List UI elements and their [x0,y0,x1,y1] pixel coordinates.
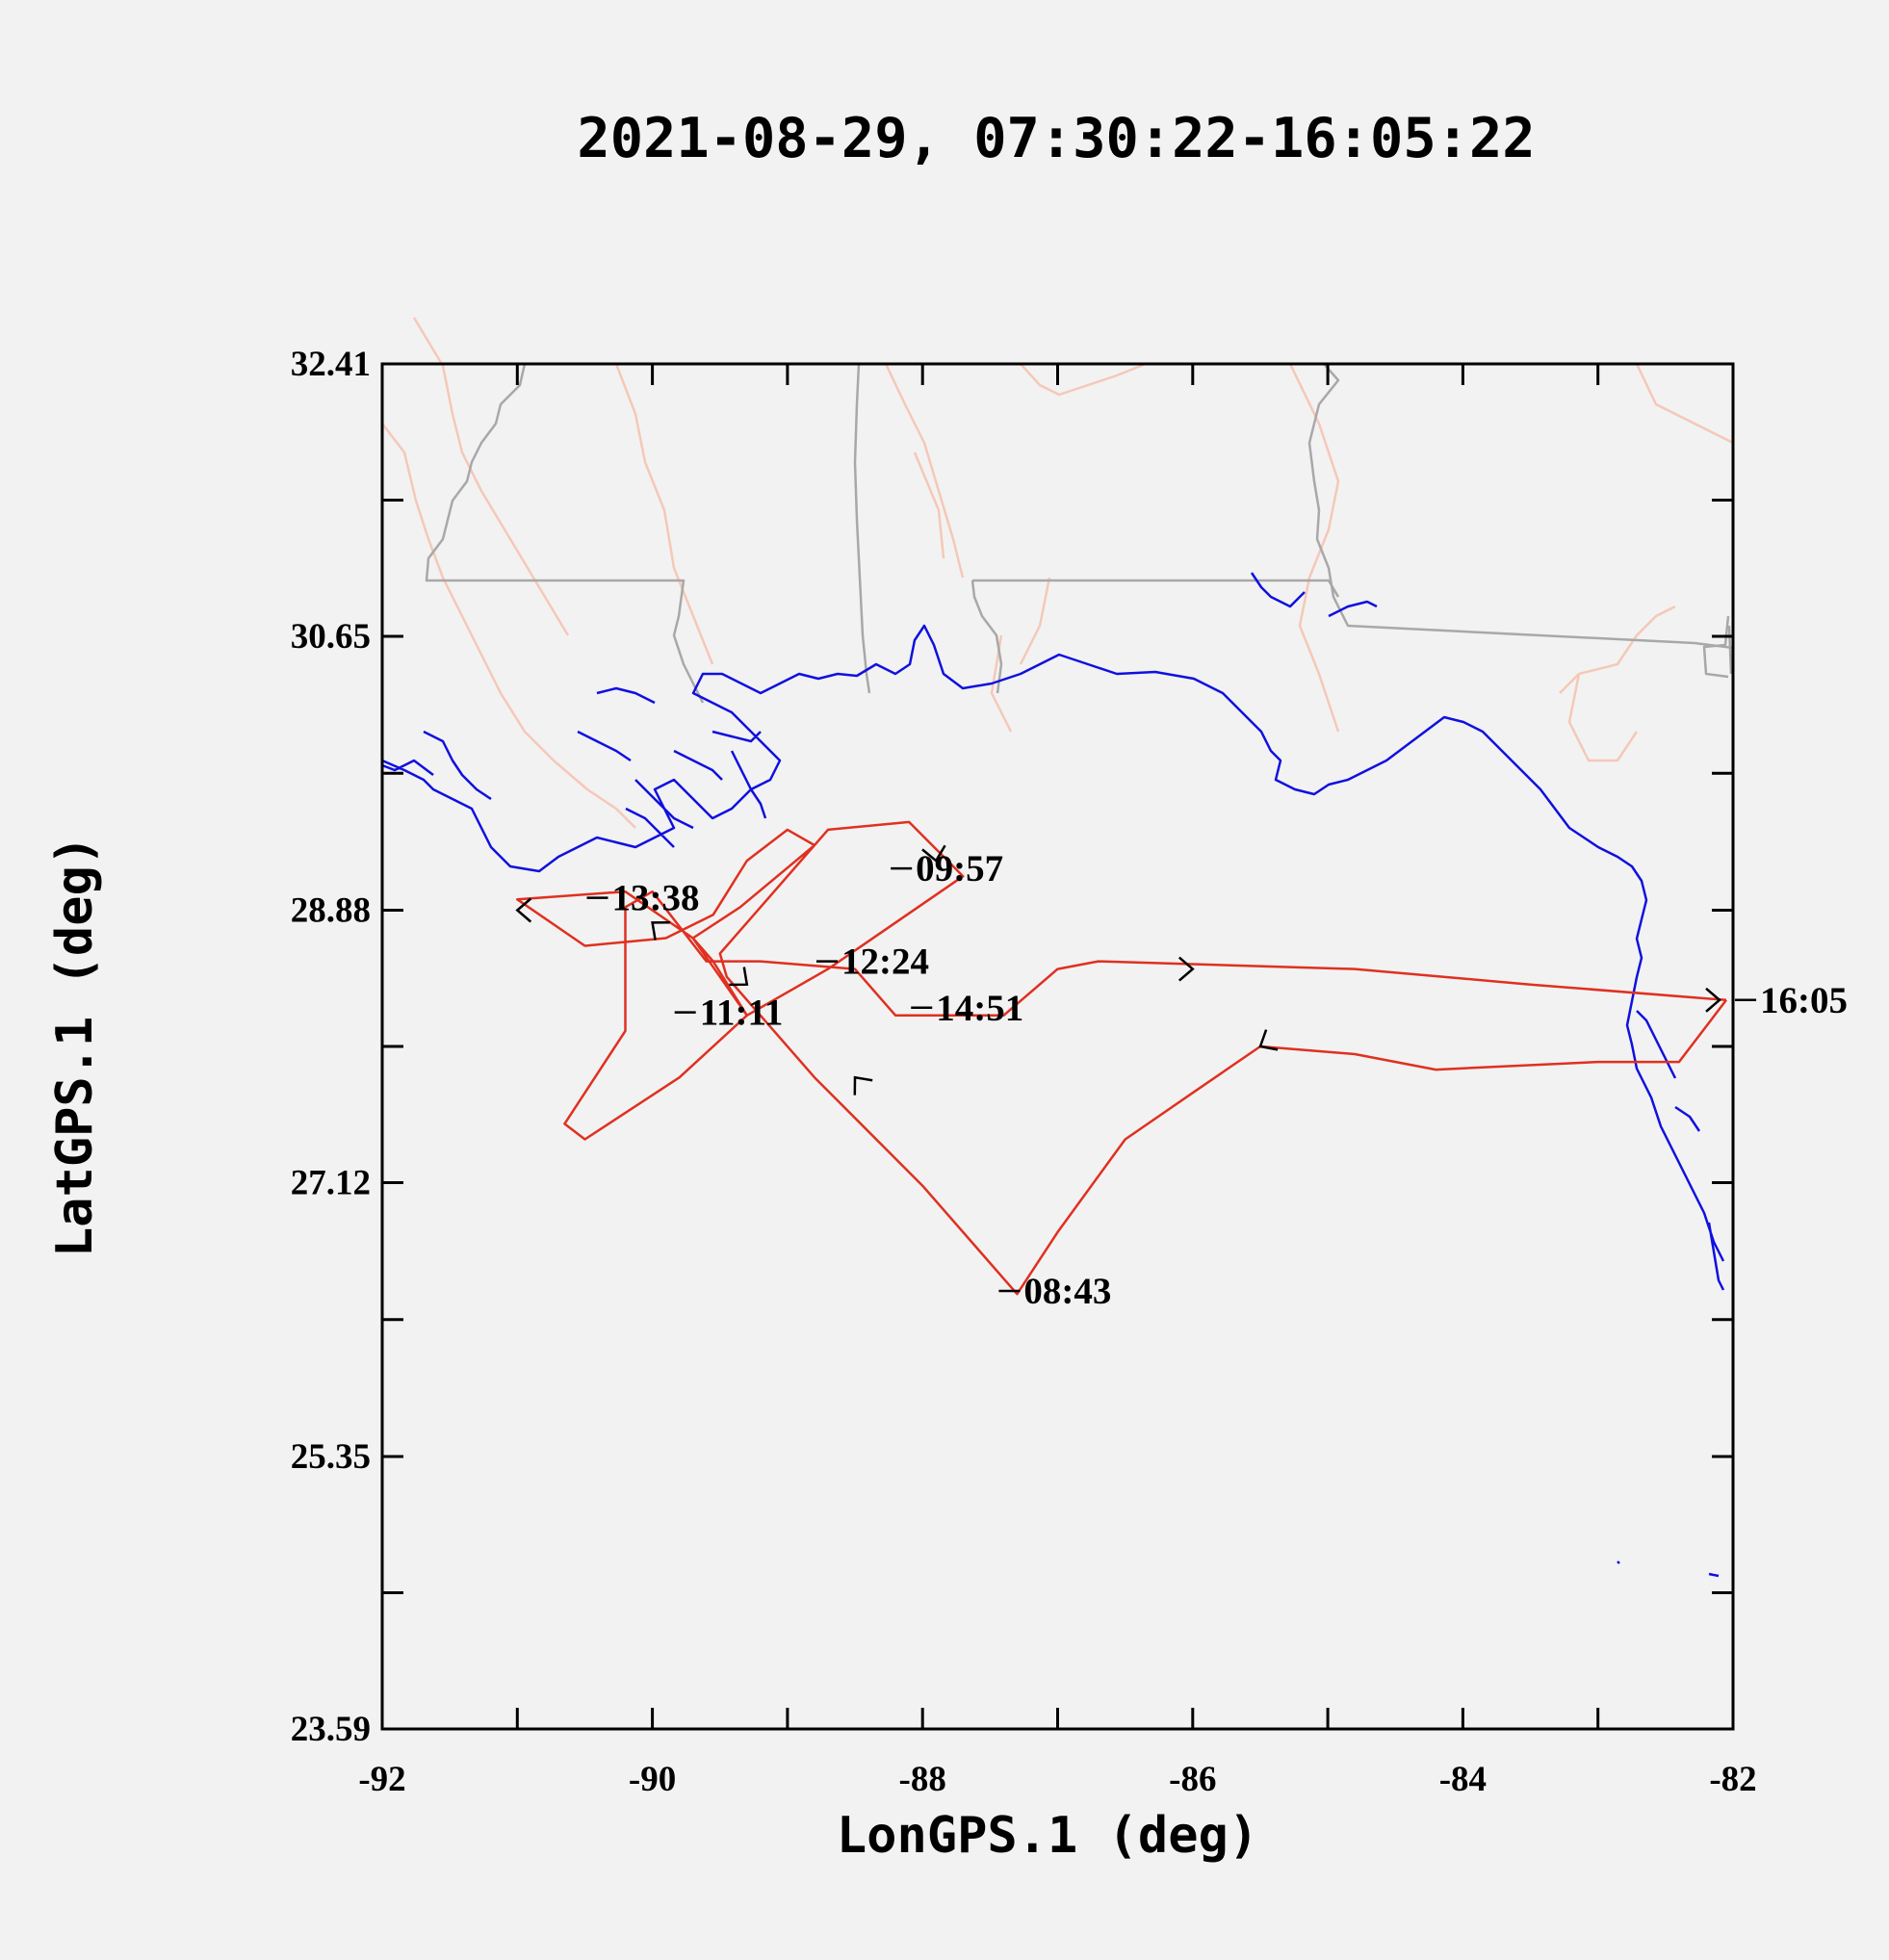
time-annotation-6: 16:05 [1760,980,1848,1021]
y-tick-label-2: 28.88 [291,891,371,931]
direction-marker-0 [853,1075,873,1096]
time-annotation-2: 11:11 [700,993,784,1034]
time-annotation-0: 09:57 [916,848,1003,890]
river-lines [381,317,1734,829]
y-tick-label-4: 25.35 [291,1437,371,1477]
time-annotation-3: 12:24 [841,941,929,983]
coastline-lines [381,572,1725,1578]
time-annotations: 09:57 08:43 11:11 12:24 13:38 14:51 16:05 [586,848,1848,1312]
time-annotation-4: 13:38 [612,878,700,919]
x-tick-label-4: -84 [1439,1760,1487,1799]
map-background [381,317,1734,1578]
y-tick-label-0: 32.41 [291,345,371,384]
x-tick-label-5: -82 [1709,1760,1756,1799]
direction-marker-6 [921,844,946,863]
direction-marker-3 [1705,987,1721,1013]
chart-title: 2021-08-29, 07:30:22-16:05:22 [577,107,1535,170]
direction-marker-1 [1258,1029,1279,1051]
x-tick-label-2: -88 [899,1760,946,1799]
flight-track-line-0 [516,820,1727,1296]
x-tick-label-1: -90 [629,1760,676,1799]
x-tick-label-3: -86 [1169,1760,1216,1799]
state-border-lines [425,363,1734,704]
time-annotation-1: 08:43 [1023,1271,1111,1312]
x-axis-label: LonGPS.1 (deg) [837,1807,1258,1865]
direction-marker-2 [1177,956,1195,982]
direction-marker-5 [651,920,671,941]
y-tick-label-5: 23.59 [291,1710,371,1749]
direction-marker-4 [729,967,749,987]
x-tick-label-0: -92 [358,1760,405,1799]
direction-markers [515,844,1721,1096]
axes: -92 -90 -88 -86 -84 -82 32.41 30.65 28.88 27.12 25… [291,345,1757,1799]
y-axis-label: LatGPS.1 (deg) [46,836,104,1257]
plot-frame [380,362,1735,1731]
y-tick-label-1: 30.65 [291,617,371,657]
flight-track [516,820,1727,1296]
y-tick-label-3: 27.12 [291,1163,371,1202]
time-annotation-5: 14:51 [936,988,1023,1029]
direction-marker-7 [515,897,532,923]
